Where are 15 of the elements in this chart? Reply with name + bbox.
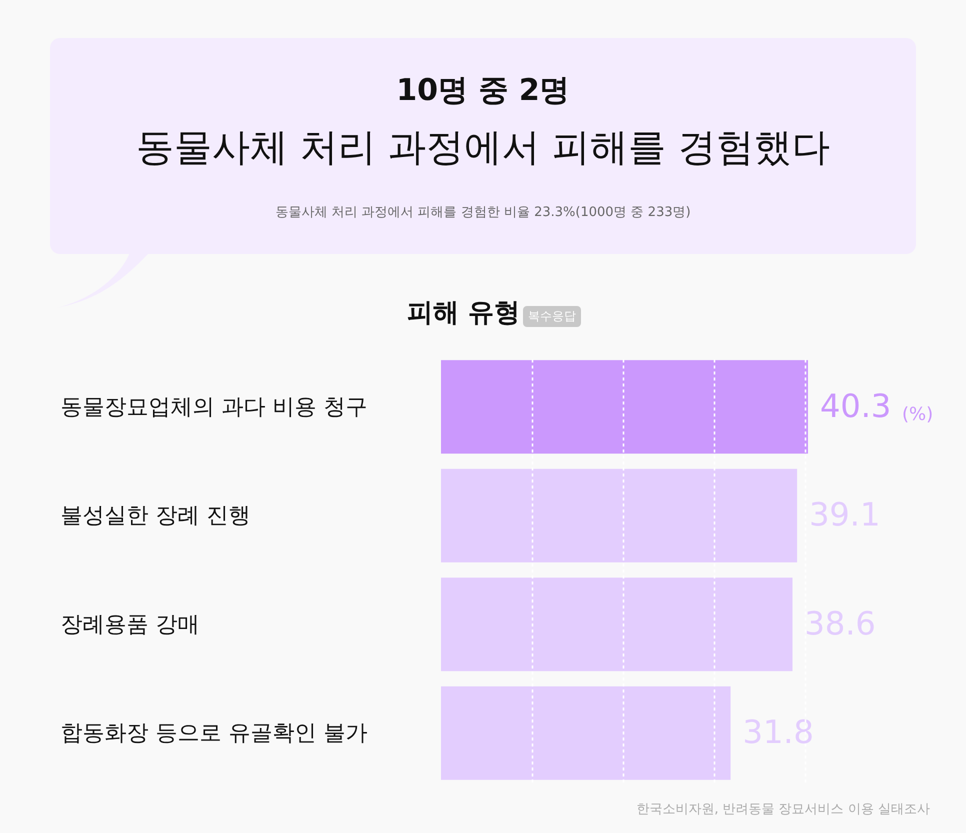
text: (%) xyxy=(902,404,934,425)
bar xyxy=(441,360,808,454)
y-tick-label: 동물장묘업체의 과다 비용 청구 xyxy=(60,394,368,420)
data-label: 40.3 xyxy=(820,386,892,425)
text: 피해 유형 xyxy=(406,297,520,330)
bar xyxy=(441,578,793,672)
y-tick-label: 불성실한 장례 진행 xyxy=(60,504,250,529)
y-tick-label: 합동화장 등으로 유골확인 불가 xyxy=(60,721,368,746)
y-tick-label: 장례용품 강매 xyxy=(60,612,200,638)
bar xyxy=(441,468,798,562)
text: 한국소비자원, 반려동물 장묘서비스 이용 실태조사 xyxy=(636,801,930,818)
chart-subtitle: 동물사체 처리 과정에서 피해를 경험했다 xyxy=(134,124,832,171)
bar xyxy=(441,686,731,780)
chart-title: 10명 중 2명 xyxy=(395,72,571,110)
text: 동물사체 처리 과정에서 피해를 경험한 비율 23.3%(1000명 중 233명) xyxy=(274,204,692,221)
